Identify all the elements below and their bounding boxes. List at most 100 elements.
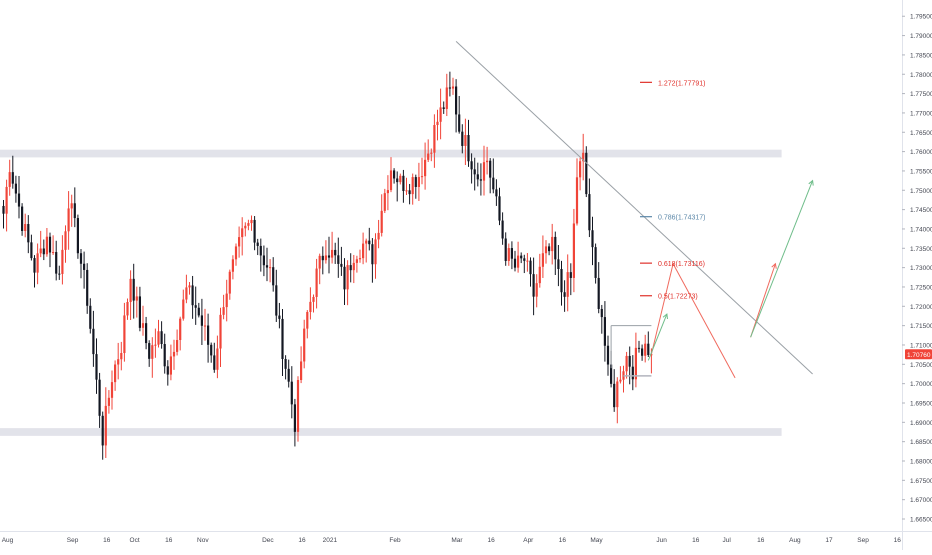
y-tick-label-13: 1.73000: [910, 265, 932, 272]
candle-body-116: [362, 243, 365, 259]
candle-body-129: [402, 175, 405, 191]
candle-body-46: [145, 323, 148, 344]
arrowhead-green-small: [662, 313, 668, 320]
x-tick-label-21: Sep: [857, 537, 869, 544]
candle-body-49: [154, 344, 157, 346]
candle-body-23: [73, 203, 76, 219]
candle-body-55: [172, 351, 176, 357]
y-tick-label-1: 1.79000: [910, 33, 932, 40]
y-tick-label-16: 1.71500: [910, 323, 932, 330]
price-axis[interactable]: 1.79500 1.79000 1.78500 1.78000 1.77500 1.770…: [902, 14, 932, 524]
candle-body-82: [256, 242, 259, 246]
candle-body-14: [45, 236, 48, 255]
x-tick-label-11: 16: [487, 537, 495, 544]
y-tick-label-22: 1.68500: [910, 439, 932, 446]
candle-body-163: [507, 248, 510, 261]
candle-body-208: [647, 343, 650, 356]
candle-body-62: [194, 305, 197, 308]
candle-body-174: [541, 253, 544, 267]
candle-body-196: [610, 364, 613, 384]
y-tick-label-18: 1.70500: [910, 362, 932, 369]
candle-body-43: [135, 296, 138, 301]
candle-body-144: [448, 87, 451, 89]
candle-body-207: [644, 343, 647, 356]
candle-body-138: [430, 152, 433, 154]
candle-body-79: [247, 223, 250, 226]
x-tick-label-2: 16: [103, 537, 111, 544]
candle-body-193: [600, 308, 603, 318]
candle-body-64: [200, 315, 203, 326]
candle-body-27: [86, 269, 89, 306]
candle-body-26: [83, 263, 86, 270]
candle-body-182: [566, 272, 569, 297]
x-tick-label-0: Aug: [2, 537, 14, 544]
candle-body-169: [526, 260, 529, 262]
candle-body-134: [417, 177, 420, 187]
y-tick-label-14: 1.72500: [910, 284, 932, 291]
candle-body-40: [126, 302, 129, 316]
candle-body-84: [262, 255, 265, 266]
descending-trendline: [455, 41, 813, 375]
candle-body-66: [207, 325, 210, 345]
x-tick-label-6: Dec: [262, 537, 274, 544]
candle-body-156: [486, 160, 489, 163]
candle-body-188: [585, 152, 588, 195]
candle-body-35: [110, 382, 114, 398]
candle-body-106: [331, 249, 334, 258]
candle-body-86: [269, 267, 272, 269]
candle-body-21: [67, 208, 70, 232]
time-axis[interactable]: Aug Sep 16 Oct 16 Nov Dec 16 2021 Feb Mar 16 Apr 16 Ma…: [2, 537, 901, 544]
candle-body-142: [442, 107, 445, 109]
candle-body-101: [315, 268, 318, 297]
candle-body-0: [2, 205, 5, 214]
x-tick-label-18: 16: [757, 537, 765, 544]
current-price-label: 1.70760: [907, 352, 931, 359]
candle-body-58: [182, 299, 185, 319]
candle-body-176: [548, 246, 551, 252]
y-tick-label-21: 1.69000: [910, 420, 932, 427]
candle-body-110: [343, 266, 346, 290]
candle-body-194: [603, 317, 606, 346]
candle-body-202: [628, 355, 631, 367]
candle-body-173: [538, 266, 541, 284]
candle-body-17: [55, 252, 58, 274]
candle-body-53: [166, 366, 169, 375]
x-tick-label-10: Mar: [451, 537, 463, 544]
candle-body-205: [637, 347, 641, 349]
x-tick-label-12: Apr: [523, 537, 534, 544]
candle-body-130: [405, 190, 408, 192]
x-tick-label-8: 2021: [323, 537, 338, 544]
candle-body-204: [634, 347, 637, 380]
x-tick-label-17: Jul: [723, 537, 732, 544]
candle-body-201: [625, 355, 628, 372]
y-tick-label-10: 1.74500: [910, 207, 932, 214]
candle-body-76: [238, 237, 241, 247]
candle-body-92: [287, 368, 290, 382]
candle-body-131: [408, 190, 411, 195]
candle-body-123: [383, 193, 386, 211]
candle-body-74: [231, 259, 234, 272]
candle-body-128: [399, 175, 402, 183]
candle-body-111: [346, 265, 349, 290]
candle-body-68: [213, 355, 216, 370]
candle-body-149: [464, 135, 467, 146]
x-tick-label-14: May: [590, 537, 603, 544]
fib-layer: 1.272(1.77791) 0.786(1.74317) 0.618(1.7311…: [640, 80, 705, 301]
x-tick-label-5: Nov: [197, 537, 209, 544]
y-tick-label-17: 1.71000: [910, 342, 932, 349]
candle-body-191: [594, 247, 597, 278]
candle-body-5: [17, 193, 21, 207]
candle-body-172: [535, 283, 538, 297]
candle-body-124: [386, 190, 389, 194]
candle-body-155: [482, 162, 486, 181]
candle-body-151: [470, 161, 473, 170]
candle-body-18: [58, 273, 61, 275]
candle-body-143: [445, 87, 448, 109]
candle-body-24: [76, 218, 79, 254]
x-tick-label-9: Feb: [389, 537, 401, 544]
candle-body-1: [5, 186, 8, 214]
candle-body-118: [368, 240, 371, 245]
candle-body-36: [114, 364, 117, 383]
